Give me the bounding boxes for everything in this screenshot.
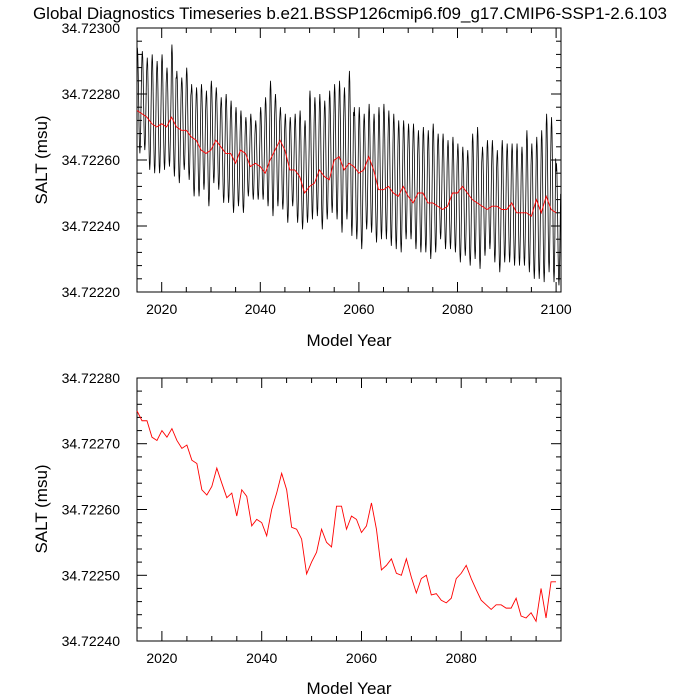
y-tick-label-34.72260: 34.72260 [62, 152, 121, 168]
y-tick-label-34.72240: 34.72240 [62, 633, 121, 649]
x-tick-label-2100: 2100 [541, 301, 572, 317]
y-tick-label-34.72300: 34.72300 [62, 20, 121, 36]
top-tick-labels: 2020 2040 2060 2080 2100 34.72220 34.72240 34.7… [62, 20, 572, 317]
top-ticks [136, 27, 561, 293]
chart-title: Global Diagnostics Timeseries b.e21.BSSP… [33, 4, 667, 23]
bottom-plot-area [136, 410, 557, 623]
bottom-tick-labels: 2020 2040 2060 2080 34.72240 34.72250 34.72260… [62, 370, 477, 666]
top-panel: 2020 2040 2060 2080 2100 34.72220 34.72240 34.7… [32, 20, 572, 350]
y-tick-label-34.72270: 34.72270 [62, 436, 121, 452]
x-tick-label-2060: 2060 [343, 301, 374, 317]
top-plot-area [136, 44, 561, 286]
y-tick-label-34.72250: 34.72250 [62, 567, 121, 583]
bottom-plot-frame [136, 377, 562, 642]
series-line-annual-mean [136, 410, 557, 623]
bottom-panel: 2020 2040 2060 2080 34.72240 34.72250 34.72260… [32, 370, 562, 698]
x-tick-label-2020: 2020 [146, 301, 177, 317]
x-tick-label-2080: 2080 [446, 650, 477, 666]
x-tick-label-2040: 2040 [246, 650, 277, 666]
top-x-axis-label: Model Year [306, 331, 391, 350]
x-tick-label-2020: 2020 [146, 650, 177, 666]
bottom-ticks [136, 377, 561, 642]
y-tick-label-34.72280: 34.72280 [62, 370, 121, 386]
y-tick-label-34.72240: 34.72240 [62, 218, 121, 234]
y-tick-label-34.72280: 34.72280 [62, 86, 121, 102]
x-tick-label-2040: 2040 [245, 301, 276, 317]
top-y-axis-label: SALT (msu) [32, 115, 51, 204]
series-line-monthly [136, 44, 561, 286]
bottom-y-axis-label: SALT (msu) [32, 464, 51, 553]
y-tick-label-34.72220: 34.72220 [62, 284, 121, 300]
y-tick-label-34.72260: 34.72260 [62, 502, 121, 518]
series-line-annual-mean [136, 110, 557, 217]
bottom-x-axis-label: Model Year [306, 679, 391, 698]
x-tick-label-2080: 2080 [442, 301, 473, 317]
x-tick-label-2060: 2060 [346, 650, 377, 666]
